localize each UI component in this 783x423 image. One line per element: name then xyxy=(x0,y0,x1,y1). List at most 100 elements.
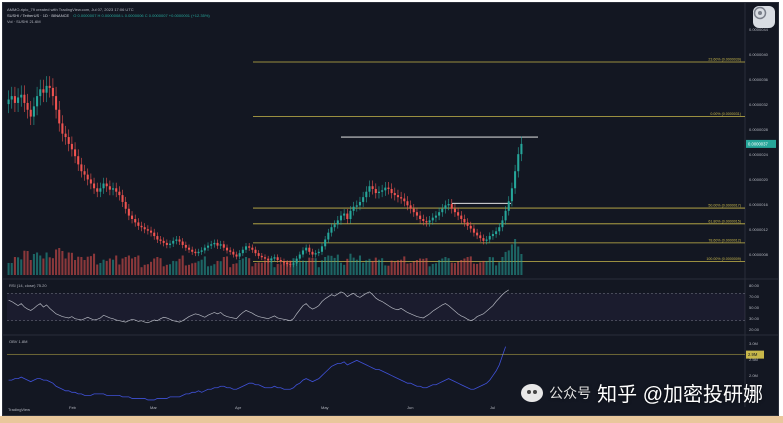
volume-bar xyxy=(257,262,260,275)
candle-body xyxy=(26,102,29,110)
volume-bar xyxy=(61,251,64,275)
candle-body xyxy=(20,94,23,98)
volume-bar xyxy=(165,264,168,275)
x-tick-label: Feb xyxy=(69,405,77,410)
rsi-band xyxy=(7,293,745,321)
volume-bar xyxy=(251,266,254,275)
candle-body xyxy=(301,250,305,255)
candle-body xyxy=(172,240,175,244)
volume-bar xyxy=(346,258,349,275)
candle-body xyxy=(444,205,447,209)
volume-bar xyxy=(17,257,20,275)
watermark: 公众号 知乎 @加密投研娜 xyxy=(521,378,763,407)
candle-body xyxy=(374,188,377,194)
volume-bar xyxy=(89,256,92,275)
candle-body xyxy=(409,205,412,209)
price-tick-label: 0.0000016 xyxy=(749,202,769,207)
volume-bar xyxy=(466,257,469,275)
candle-body xyxy=(257,253,260,256)
app-icon[interactable] xyxy=(753,6,775,28)
candle-body xyxy=(64,133,67,138)
volume-bar xyxy=(495,265,498,275)
candle-body xyxy=(368,186,371,192)
candle-body xyxy=(387,187,390,189)
volume-bar xyxy=(127,255,130,275)
volume-bar xyxy=(336,254,339,275)
candle-body xyxy=(241,249,244,254)
candle-body xyxy=(431,217,434,221)
volume-bar xyxy=(333,257,336,275)
volume-bar xyxy=(232,263,235,275)
candle-body xyxy=(377,191,380,194)
fib-level-label: 100.00% (0.0000009) xyxy=(706,257,741,261)
volume-bar xyxy=(102,259,105,275)
volume-bar xyxy=(514,239,517,275)
volume-bar xyxy=(238,260,241,275)
candle-body xyxy=(156,236,159,240)
candle-body xyxy=(419,215,422,220)
volume-bar xyxy=(13,257,16,275)
volume-bar xyxy=(45,252,48,275)
candle-body xyxy=(200,250,203,252)
candle-body xyxy=(434,215,437,218)
volume-bar xyxy=(447,258,450,275)
volume-bar xyxy=(143,264,146,275)
obv-tag-text: 2.9M xyxy=(748,352,758,357)
candle-body xyxy=(184,244,187,248)
volume-bar xyxy=(70,252,73,275)
volume-bar xyxy=(137,255,140,275)
volume-bar xyxy=(457,261,460,275)
candle-body xyxy=(187,247,191,250)
candle-body xyxy=(42,89,45,93)
candle-body xyxy=(83,171,86,175)
candle-body xyxy=(191,249,194,252)
volume-bar xyxy=(216,260,219,275)
candle-body xyxy=(282,261,286,263)
volume-bar xyxy=(324,257,327,275)
candle-body xyxy=(279,259,282,262)
candle-body xyxy=(412,208,415,213)
volume-bar xyxy=(476,263,479,275)
candle-body xyxy=(463,219,466,223)
volume-bar xyxy=(479,262,482,275)
candle-body xyxy=(466,222,469,226)
candle-body xyxy=(124,201,127,209)
volume-bar xyxy=(504,251,507,275)
obv-tick-label: 2.0M xyxy=(749,373,758,378)
symbol-label[interactable]: SUSHI / TetherUS · 1D · BINANCE xyxy=(7,13,70,18)
candle-body xyxy=(495,231,498,235)
candle-body xyxy=(479,235,482,239)
candle-body xyxy=(336,220,339,225)
volume-bar xyxy=(206,266,210,275)
volume-bar xyxy=(197,261,200,275)
volume-bar xyxy=(327,255,330,275)
candle-body xyxy=(45,85,48,93)
candle-body xyxy=(358,201,361,206)
volume-bar xyxy=(317,267,320,275)
candle-body xyxy=(93,183,96,189)
volume-bar xyxy=(390,260,393,275)
candle-body xyxy=(96,188,99,192)
candle-body xyxy=(74,149,77,157)
candle-body xyxy=(153,232,156,237)
volume-bar xyxy=(403,256,406,275)
candle-body xyxy=(517,154,520,172)
chart-canvas: 0.0000044 0.0000040 0.0000036 0.0000032 0.00… xyxy=(3,3,778,410)
volume-bar xyxy=(254,263,257,275)
volume-bar xyxy=(412,261,415,275)
candle-body xyxy=(393,193,396,196)
price-tick-label: 0.0000008 xyxy=(749,252,769,257)
volume-bar xyxy=(260,262,263,275)
volume-bar xyxy=(276,263,279,275)
candle-body xyxy=(137,222,140,226)
obv-label: OBV 1.8M xyxy=(9,339,27,344)
tradingview-logo[interactable]: TradingView xyxy=(8,407,31,412)
volume-bar xyxy=(450,262,453,275)
candle-body xyxy=(447,203,450,206)
volume-bar xyxy=(289,260,292,275)
volume-bar xyxy=(96,264,99,275)
candle-body xyxy=(169,243,172,245)
volume-bar xyxy=(181,255,184,275)
candle-body xyxy=(305,247,308,251)
volume-bar xyxy=(191,263,194,275)
